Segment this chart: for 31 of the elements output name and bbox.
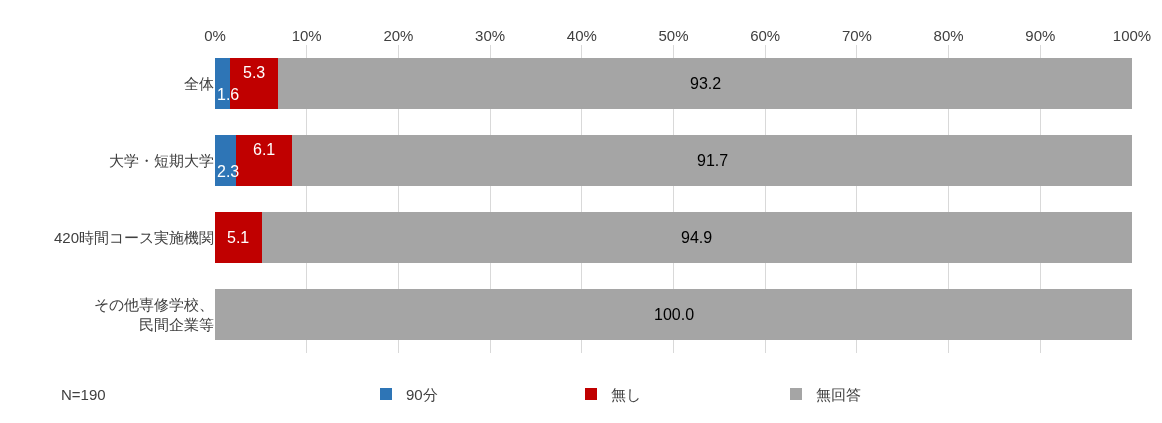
bar [215,288,1132,341]
bar [215,211,262,264]
legend-label: 90分 [406,385,438,403]
x-tick-label: 30% [475,27,506,44]
bar [278,57,1132,110]
text: N=190 [61,386,106,403]
x-tick-label: 50% [658,27,689,44]
x-tick-label: 10% [291,27,322,44]
x-tick-label: 60% [750,27,781,44]
y-tick-label: その他専修学校、民間企業等 [94,296,214,333]
legend-label: 無回答 [816,385,861,403]
x-tick-label: 90% [1025,27,1056,44]
data-label: 5.1 [227,229,250,246]
y-tick-label: 420時間コース実施機関 [53,228,214,246]
x-tick-label: 20% [383,27,414,44]
legend-label: 無し [611,385,641,403]
data-label: 6.1 [253,141,276,158]
x-tick-label: 100% [1112,27,1152,44]
bar [261,211,1132,264]
x-tick-label: 70% [841,27,872,44]
y-tick-label: 全体 [184,74,214,92]
data-label: 93.2 [690,75,722,92]
x-tick-label: 40% [566,27,597,44]
data-label: 94.9 [681,229,713,246]
bar [292,134,1132,187]
y-tick-label: 大学・短期大学 [109,151,214,169]
data-label: 100.0 [654,306,695,323]
data-label: 91.7 [697,152,729,169]
x-tick-label: 0% [204,27,226,44]
data-label: 5.3 [243,64,266,81]
x-tick-label: 80% [933,27,964,44]
